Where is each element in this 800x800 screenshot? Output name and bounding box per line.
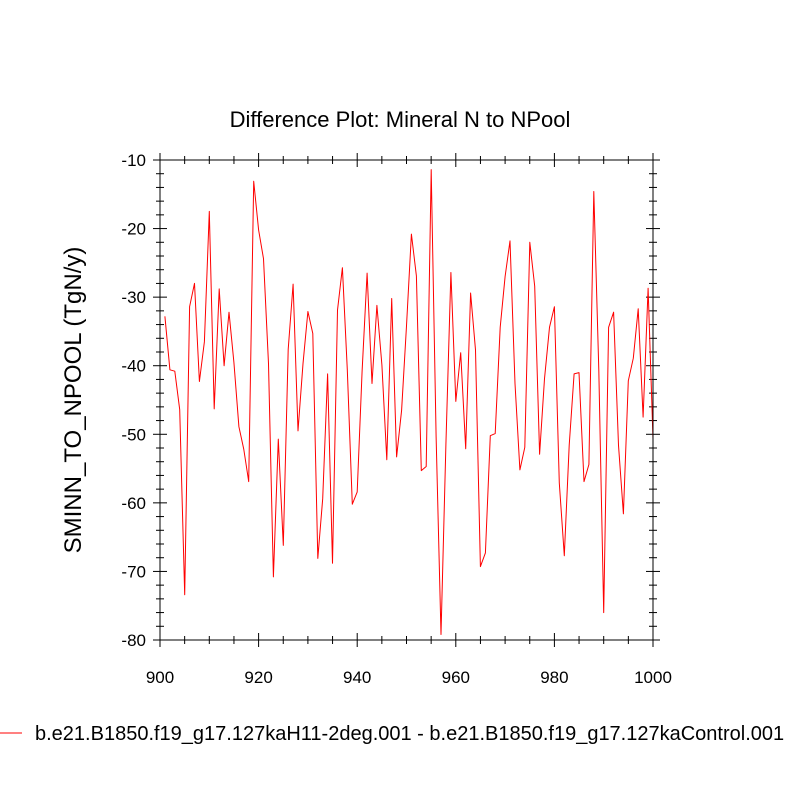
x-axis-tick-labels: 900 920 940 960 980 1000 xyxy=(146,668,672,687)
y-tick-label: -10 xyxy=(121,151,146,170)
series-group xyxy=(164,169,654,635)
x-tick-label: 980 xyxy=(540,668,568,687)
x-tick-label: 1000 xyxy=(634,668,672,687)
y-tick-label: -50 xyxy=(121,425,146,444)
y-axis-ticks xyxy=(153,159,660,641)
y-axis-tick-labels: -80 -70 -60 -50 -40 -30 -20 -10 xyxy=(121,151,146,650)
x-tick-label: 920 xyxy=(244,668,272,687)
legend: b.e21.B1850.f19_g17.127kaH11-2deg.001 - … xyxy=(0,723,784,745)
x-tick-label: 900 xyxy=(146,668,174,687)
plot-frame xyxy=(159,159,654,641)
y-tick-label: -70 xyxy=(121,562,146,581)
y-axis-label: SMINN_TO_NPOOL (TgN/y) xyxy=(60,247,87,554)
x-tick-label: 960 xyxy=(442,668,470,687)
series-line xyxy=(164,169,654,635)
y-tick-label: -30 xyxy=(121,288,146,307)
legend-label: b.e21.B1850.f19_g17.127kaH11-2deg.001 - … xyxy=(35,723,784,745)
x-tick-label: 940 xyxy=(343,668,371,687)
y-tick-label: -80 xyxy=(121,631,146,650)
x-axis-ticks xyxy=(159,153,654,647)
y-tick-label: -40 xyxy=(121,357,146,376)
y-tick-label: -60 xyxy=(121,494,146,513)
chart-title: Difference Plot: Mineral N to NPool xyxy=(230,107,571,132)
y-tick-label: -20 xyxy=(121,220,146,239)
